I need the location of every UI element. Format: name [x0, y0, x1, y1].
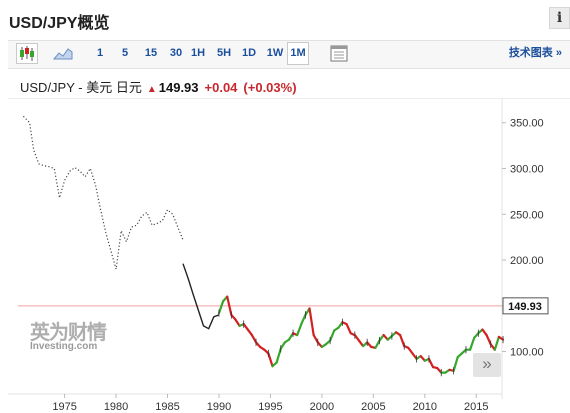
candle-segment — [296, 322, 303, 337]
range-button-1d[interactable]: 1D — [241, 47, 257, 59]
candle-segment — [407, 346, 414, 355]
candle-segment — [246, 328, 254, 337]
x-tick-label: 2010 — [413, 401, 437, 413]
current-price-label: 149.93 — [508, 301, 542, 313]
watermark-logo: 英为财情 Investing.com — [30, 316, 107, 352]
page-title: USD/JPY概览 — [9, 15, 110, 32]
x-tick-label: 1985 — [155, 401, 179, 413]
candle-segment — [497, 335, 505, 341]
candle-segment — [267, 352, 274, 368]
candle-segment — [275, 347, 282, 364]
y-tick-label: 200.00 — [510, 255, 544, 267]
range-button-15[interactable]: 15 — [144, 47, 158, 59]
range-button-5[interactable]: 5 — [121, 47, 129, 59]
x-tick-label: 1975 — [52, 401, 76, 413]
price-change-percent: (+0.03%) — [243, 80, 297, 95]
range-button-1m[interactable]: 1M — [287, 42, 309, 65]
candle-segment — [337, 321, 344, 329]
candle-segment — [242, 322, 249, 331]
y-tick-label: 100.00 — [510, 347, 544, 359]
candle-segment — [287, 332, 295, 341]
candlestick-chart-icon[interactable] — [16, 43, 38, 64]
range-button-1w[interactable]: 1W — [266, 47, 284, 59]
candle-segment — [485, 333, 492, 346]
candle-segment — [357, 339, 365, 348]
range-button-1h[interactable]: 1H — [190, 47, 206, 59]
price-change: +0.04 — [204, 80, 238, 95]
up-arrow-icon: ▲ — [146, 84, 157, 95]
watermark-cn: 英为财情 — [30, 322, 107, 344]
candle-segment — [226, 295, 233, 317]
price-series-1 — [182, 263, 220, 330]
x-tick-label: 1990 — [207, 401, 231, 413]
x-tick-label: 1980 — [104, 401, 128, 413]
range-button-5h[interactable]: 5H — [216, 47, 232, 59]
scroll-right-button[interactable]: » — [473, 353, 501, 377]
quote-line: USD/JPY - 美元 日元 ▲ 149.93 +0.04 (+0.03%) — [20, 77, 297, 96]
y-tick-label: 250.00 — [510, 209, 544, 221]
watermark-en: Investing.com — [30, 341, 98, 352]
current-price-tag — [502, 297, 549, 315]
candle-segment — [427, 357, 435, 369]
range-button-1[interactable]: 1 — [96, 47, 104, 59]
candle-segment — [481, 328, 488, 337]
candle-segment — [399, 333, 406, 348]
candle-segment — [300, 313, 307, 326]
last-price: 149.93 — [158, 80, 199, 95]
candle-segment — [411, 352, 418, 360]
x-tick-label: 2000 — [310, 401, 334, 413]
chart-settings-icon[interactable] — [328, 43, 350, 64]
x-tick-label: 2005 — [361, 401, 385, 413]
candle-segment — [468, 336, 476, 351]
price-chart-svg[interactable]: 100.00150.00200.00250.00300.00350.001975… — [8, 99, 570, 413]
candle-segment — [353, 333, 361, 342]
candle-segment — [217, 300, 225, 315]
candle-segment — [378, 333, 385, 342]
candle-segment — [308, 307, 315, 337]
candle-segment — [312, 333, 319, 344]
candle-segment — [493, 335, 501, 351]
x-tick-label: 2015 — [464, 401, 488, 413]
area-chart-icon[interactable] — [52, 43, 74, 64]
candle-segment — [329, 329, 336, 342]
info-button[interactable]: i — [549, 7, 570, 29]
price-series-0 — [22, 115, 184, 270]
price-chart[interactable]: 100.00150.00200.00250.00300.00350.001975… — [8, 98, 570, 413]
y-tick-label: 350.00 — [510, 118, 544, 130]
range-button-30[interactable]: 30 — [169, 47, 183, 59]
x-tick-label: 1995 — [258, 401, 282, 413]
candle-segment — [452, 355, 459, 372]
y-tick-label: 300.00 — [510, 163, 544, 175]
chart-toolbar: 1 5 15 30 1H 5H 1D 1W 1M 技术图表 » — [8, 40, 570, 69]
candle-segment — [250, 333, 258, 344]
technical-chart-link[interactable]: 技术图表 » — [508, 47, 562, 59]
candle-segment — [345, 322, 352, 335]
candle-segment — [374, 339, 381, 349]
instrument-name: USD/JPY - 美元 日元 — [20, 80, 142, 95]
candle-segment — [279, 341, 286, 350]
candle-segment — [234, 318, 241, 328]
